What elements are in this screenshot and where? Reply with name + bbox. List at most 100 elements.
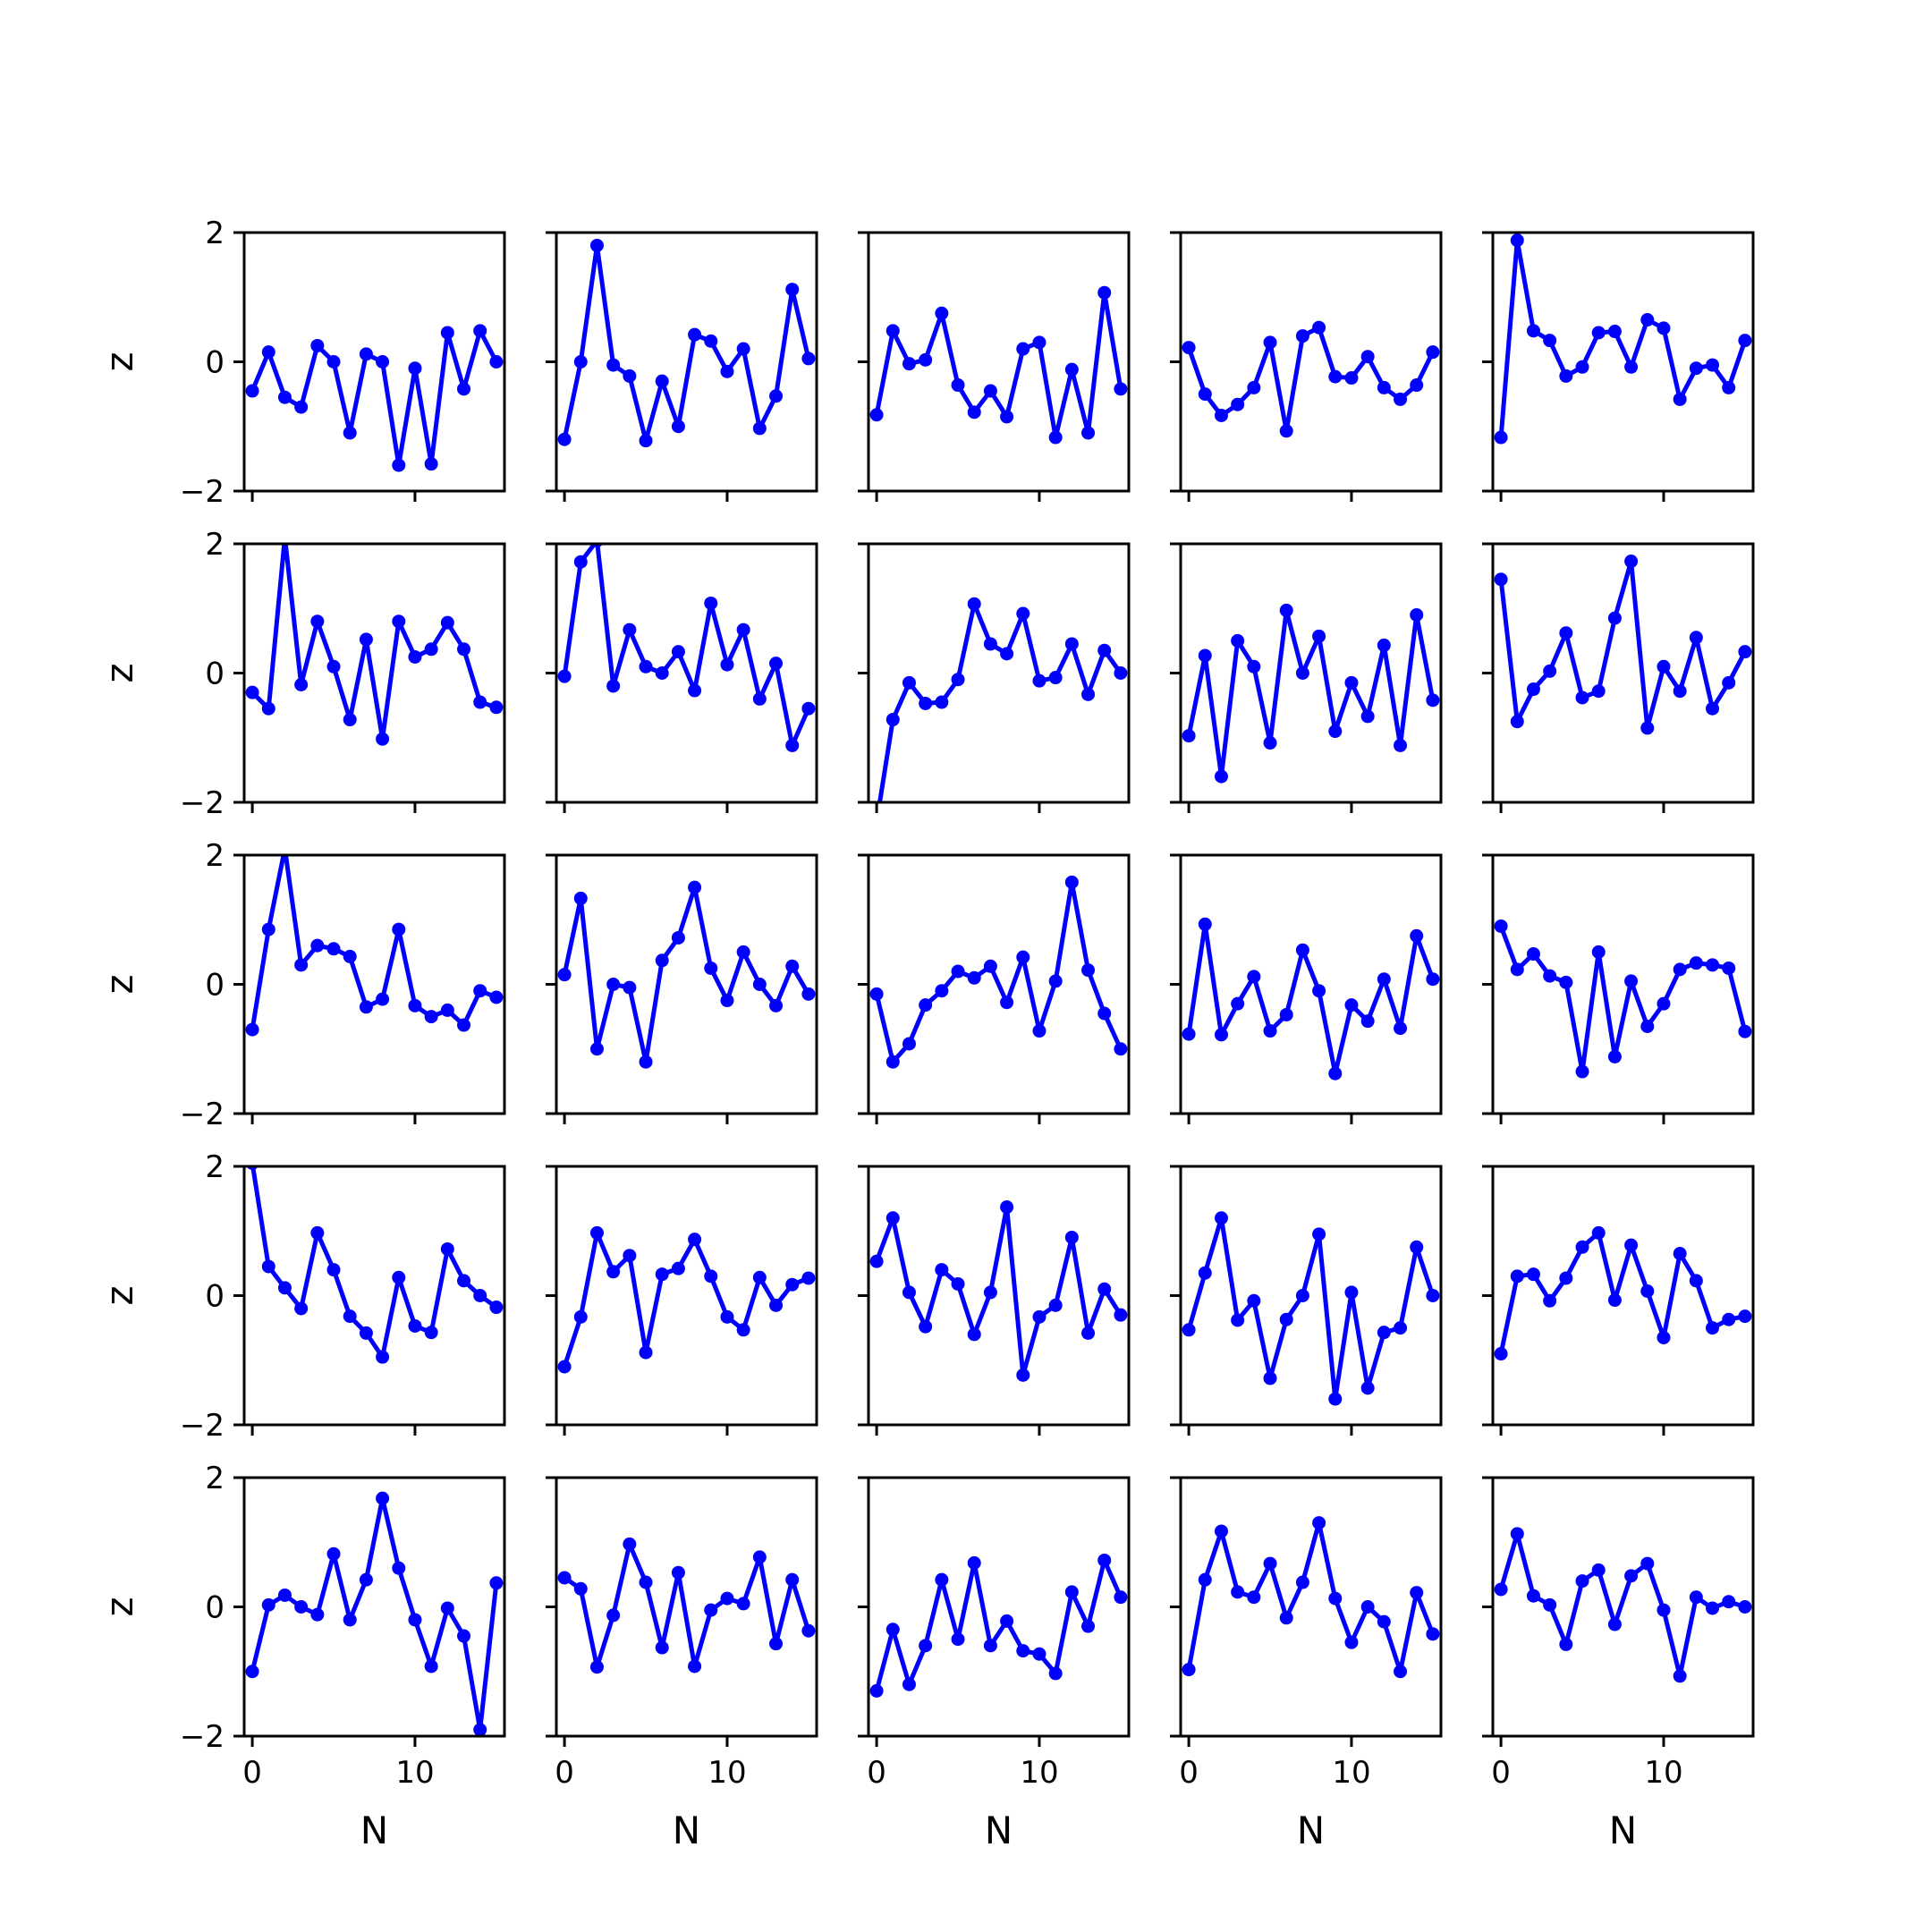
subplot-1-5 — [1482, 231, 1755, 502]
data-point — [785, 1277, 800, 1292]
data-point — [1360, 1600, 1375, 1614]
data-point — [704, 961, 718, 975]
data-point — [283, 544, 287, 545]
data-point — [801, 352, 816, 366]
x-axis-label: N — [360, 1809, 388, 1852]
data-point — [769, 1637, 784, 1651]
data-point — [919, 352, 933, 367]
data-point — [606, 679, 621, 693]
data-point — [869, 408, 884, 422]
data-point — [639, 434, 653, 448]
data-point — [1738, 334, 1752, 348]
data-point — [1312, 629, 1326, 643]
y-axis-label: z — [97, 352, 141, 371]
data-point — [457, 1018, 471, 1032]
data-point — [919, 696, 933, 710]
data-point — [261, 1597, 275, 1612]
data-point — [376, 1491, 390, 1505]
subplot-5-2: 0 10N — [546, 1476, 818, 1852]
data-point — [869, 1683, 884, 1698]
data-point — [1689, 361, 1703, 376]
data-point — [1394, 392, 1408, 406]
data-point — [343, 1309, 357, 1324]
data-point — [326, 355, 341, 369]
subplot-4-2 — [546, 1165, 818, 1436]
data-point — [1360, 1381, 1375, 1395]
data-point — [720, 364, 734, 378]
data-point — [473, 324, 487, 338]
series-line — [250, 855, 497, 1030]
y-tick-label: 2 — [205, 1461, 225, 1496]
y-tick-label: −2 — [180, 1097, 225, 1132]
data-point — [557, 1360, 572, 1374]
data-point — [1328, 1066, 1343, 1080]
data-point — [951, 673, 965, 687]
data-point — [1426, 1627, 1440, 1641]
data-point — [1231, 633, 1245, 648]
data-point — [1410, 928, 1424, 943]
data-point — [1591, 1225, 1606, 1240]
data-point — [392, 1270, 406, 1284]
data-point — [1624, 974, 1639, 988]
data-point — [1081, 687, 1096, 701]
x-tick-label: 10 — [1332, 1755, 1370, 1791]
data-point — [424, 1010, 438, 1024]
data-point — [1494, 1582, 1508, 1597]
data-point — [935, 695, 949, 709]
data-point — [983, 637, 997, 651]
y-tick-label: 0 — [205, 1590, 225, 1626]
data-point — [1526, 1589, 1540, 1603]
data-point — [1607, 1049, 1622, 1063]
data-point — [1344, 1635, 1359, 1649]
data-point — [736, 623, 750, 637]
subplot-4-3 — [858, 1165, 1131, 1436]
data-point — [1097, 1006, 1112, 1021]
data-point — [671, 1261, 685, 1275]
data-point — [261, 922, 275, 936]
data-point — [623, 1537, 637, 1551]
data-point — [869, 1254, 884, 1268]
data-point — [688, 1233, 702, 1247]
data-point — [623, 1249, 637, 1263]
data-point — [1722, 380, 1736, 394]
data-point — [1263, 335, 1277, 350]
data-point — [1410, 378, 1424, 393]
data-point — [1360, 709, 1375, 724]
data-point — [1575, 1064, 1589, 1079]
data-point — [294, 958, 309, 972]
data-point — [769, 389, 784, 403]
subplot-3-4 — [1170, 853, 1443, 1124]
data-point — [261, 1259, 275, 1274]
data-point — [1344, 1285, 1359, 1300]
data-point — [376, 732, 390, 746]
subplot-2-2 — [546, 542, 818, 813]
data-point — [392, 1561, 406, 1575]
data-point — [1064, 1585, 1079, 1599]
y-tick-label: −2 — [180, 1408, 225, 1444]
data-point — [294, 400, 309, 414]
data-point — [1426, 972, 1440, 987]
data-point — [935, 1572, 949, 1587]
data-point — [1575, 1574, 1589, 1589]
data-point — [1231, 1313, 1245, 1327]
y-tick-label: 0 — [205, 968, 225, 1004]
data-point — [1097, 1553, 1112, 1567]
data-point — [886, 713, 900, 727]
data-point — [1624, 360, 1639, 374]
data-point — [704, 596, 718, 610]
data-point — [1394, 1665, 1408, 1679]
data-point — [1182, 1323, 1196, 1337]
y-axis-label: z — [97, 974, 141, 994]
data-point — [1064, 1230, 1079, 1244]
series-line — [250, 1496, 499, 1733]
series-line — [1498, 238, 1748, 438]
data-point — [1377, 1614, 1391, 1629]
data-point — [359, 1000, 373, 1014]
data-point — [1706, 701, 1720, 716]
data-point — [785, 738, 800, 752]
data-point — [1247, 1590, 1261, 1605]
data-point — [870, 815, 884, 828]
data-point — [1689, 1274, 1703, 1288]
data-point — [1689, 1590, 1703, 1605]
data-point — [1016, 950, 1030, 964]
